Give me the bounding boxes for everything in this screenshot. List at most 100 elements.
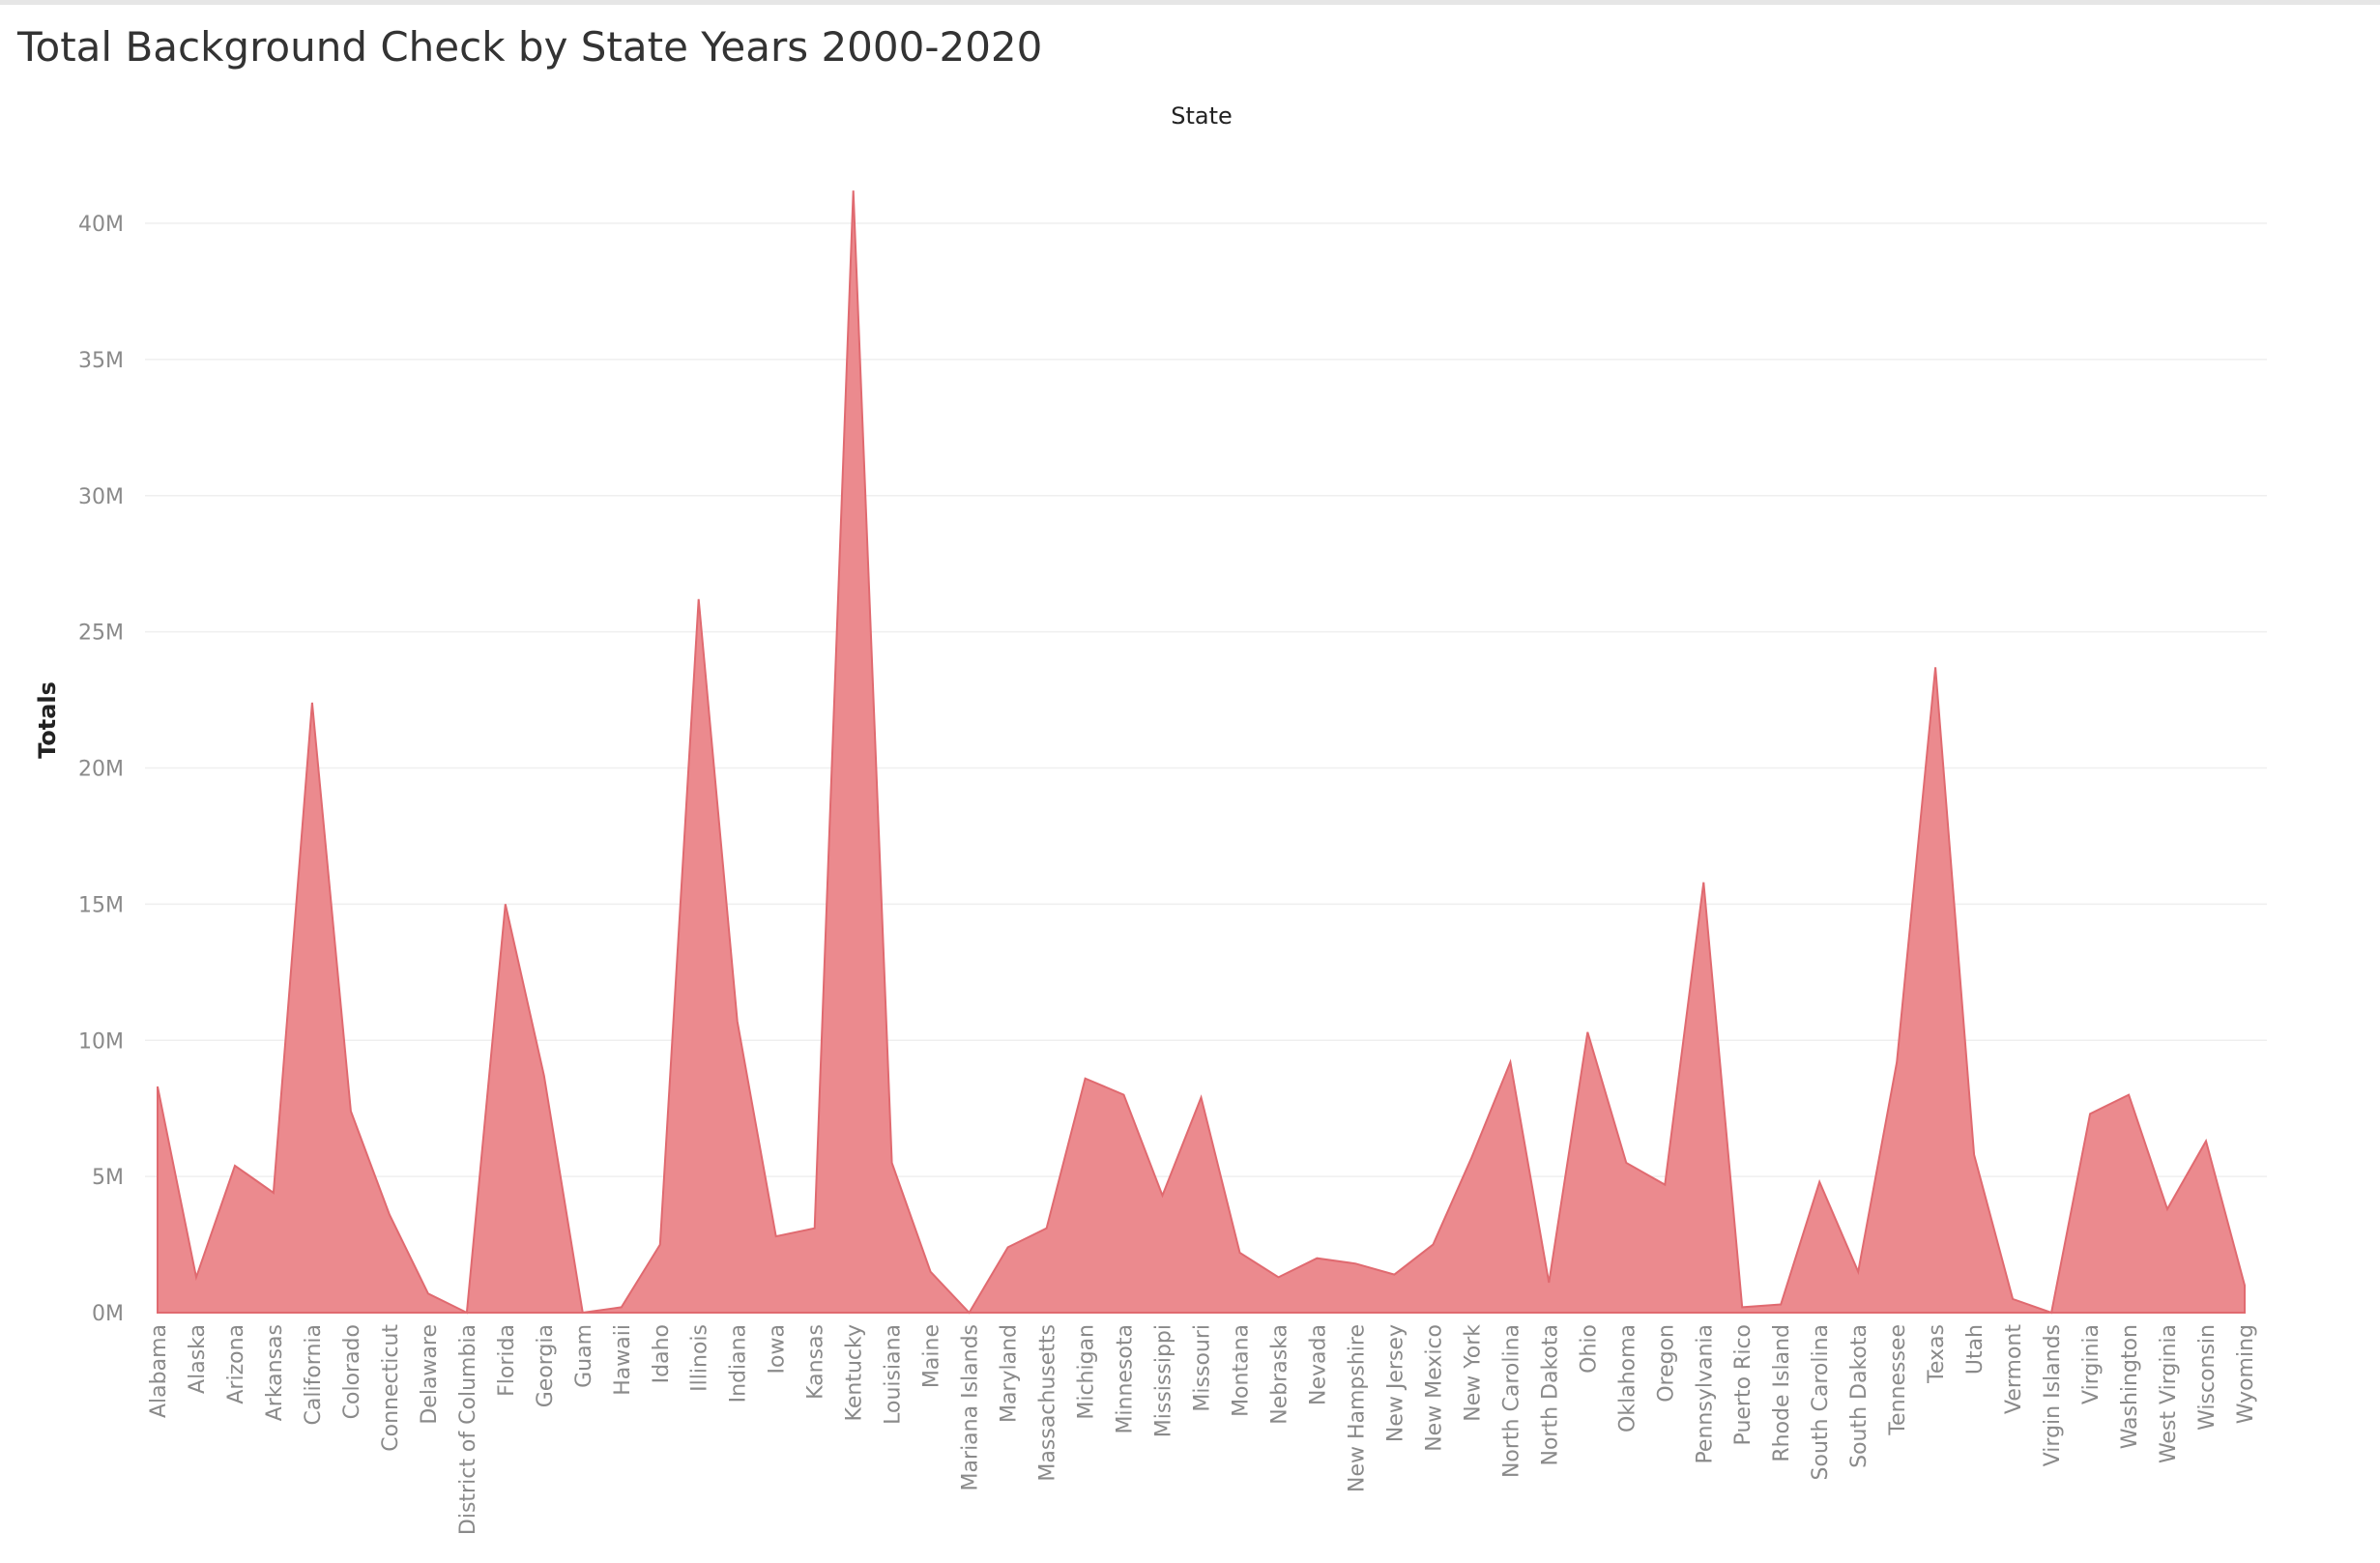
x-tick-label: Massachusetts bbox=[1036, 1324, 1060, 1482]
x-tick-label: Minnesota bbox=[1114, 1324, 1138, 1434]
data-point bbox=[503, 901, 508, 907]
data-point bbox=[928, 1269, 934, 1275]
data-point bbox=[1971, 1152, 1977, 1158]
x-tick-label: Arkansas bbox=[263, 1324, 287, 1421]
data-point bbox=[2203, 1138, 2209, 1143]
x-tick-label: Alabama bbox=[147, 1324, 171, 1418]
data-point bbox=[1391, 1272, 1397, 1278]
x-tick-label: West Virginia bbox=[2157, 1324, 2181, 1463]
y-tick-label: 5M bbox=[92, 1166, 124, 1190]
top-divider bbox=[0, 0, 2380, 5]
x-tick-label: New Jersey bbox=[1383, 1324, 1408, 1442]
x-tick-label: Pennsylvania bbox=[1693, 1324, 1717, 1464]
x-tick-label: Mississippi bbox=[1152, 1324, 1176, 1437]
data-point bbox=[889, 1160, 895, 1166]
data-point bbox=[1894, 1059, 1900, 1065]
data-point bbox=[309, 700, 315, 706]
x-tick-label: Arizona bbox=[224, 1324, 248, 1404]
x-tick-label: Connecticut bbox=[379, 1324, 403, 1452]
x-tick-label: Tennessee bbox=[1886, 1324, 1910, 1436]
data-point bbox=[464, 1310, 470, 1316]
x-tick-label: Colorado bbox=[340, 1324, 364, 1419]
data-point bbox=[1160, 1193, 1166, 1199]
data-point bbox=[1700, 880, 1706, 885]
data-point bbox=[1739, 1304, 1745, 1310]
data-point bbox=[1662, 1182, 1668, 1188]
area-series bbox=[157, 190, 2246, 1315]
x-tick-label: Puerto Rico bbox=[1731, 1324, 1756, 1445]
data-point bbox=[1199, 1094, 1205, 1100]
data-point bbox=[696, 596, 702, 602]
data-point bbox=[580, 1310, 586, 1316]
column-header: State bbox=[1171, 102, 1233, 130]
data-point bbox=[773, 1233, 779, 1239]
data-point bbox=[2010, 1296, 2016, 1302]
x-tick-label: Iowa bbox=[766, 1324, 790, 1374]
y-tick-label: 30M bbox=[78, 485, 124, 509]
chart-title: Total Background Check by State Years 20… bbox=[17, 23, 1043, 71]
x-tick-label: Virginia bbox=[2079, 1324, 2104, 1404]
data-point bbox=[1507, 1059, 1513, 1065]
x-tick-label: Mariana Islands bbox=[959, 1324, 983, 1491]
y-axis-label: Totals bbox=[34, 681, 61, 759]
y-tick-label: 15M bbox=[78, 893, 124, 917]
y-tick-label: 10M bbox=[78, 1029, 124, 1054]
data-point bbox=[387, 1212, 392, 1218]
x-tick-label: Washington bbox=[2118, 1324, 2142, 1449]
data-point bbox=[348, 1109, 354, 1114]
x-tick-label: Utah bbox=[1963, 1324, 1988, 1375]
x-tick-label: Ohio bbox=[1577, 1324, 1601, 1374]
data-point bbox=[1083, 1076, 1088, 1082]
x-tick-label: California bbox=[302, 1324, 326, 1425]
data-point bbox=[2126, 1092, 2132, 1098]
x-tick-label: Delaware bbox=[418, 1324, 442, 1425]
x-tick-label: Idaho bbox=[650, 1324, 674, 1383]
data-point bbox=[657, 1242, 663, 1248]
x-tick-label: Vermont bbox=[2002, 1324, 2026, 1414]
x-tick-label: Alaska bbox=[186, 1324, 210, 1394]
x-tick-label: Illinois bbox=[688, 1324, 712, 1392]
x-tick-label: South Carolina bbox=[1809, 1324, 1833, 1480]
x-tick-label: Oregon bbox=[1654, 1324, 1678, 1403]
x-tick-label: Wyoming bbox=[2234, 1324, 2258, 1424]
data-point bbox=[2164, 1206, 2170, 1212]
series-layer bbox=[157, 190, 2246, 1316]
x-tick-label: Kansas bbox=[804, 1324, 828, 1400]
data-point bbox=[1468, 1154, 1474, 1160]
x-tick-label: New Mexico bbox=[1422, 1324, 1446, 1452]
x-tick-label: New Hampshire bbox=[1345, 1324, 1369, 1492]
x-tick-label: Michigan bbox=[1075, 1324, 1099, 1420]
data-point bbox=[619, 1304, 624, 1310]
data-point bbox=[1778, 1302, 1784, 1308]
y-tick-label: 40M bbox=[78, 213, 124, 237]
data-point bbox=[1314, 1256, 1320, 1261]
x-tick-label: South Dakota bbox=[1847, 1324, 1872, 1468]
data-point bbox=[1816, 1179, 1822, 1185]
x-tick-label: Nebraska bbox=[1268, 1324, 1292, 1425]
data-point bbox=[1236, 1250, 1242, 1256]
x-tick-label: Missouri bbox=[1191, 1324, 1215, 1412]
data-point bbox=[232, 1163, 238, 1169]
x-axis-ticks: Alabama Alaska Arizona Arkansas California Co… bbox=[147, 1324, 2258, 1535]
data-point bbox=[2087, 1111, 2093, 1116]
data-point bbox=[2048, 1310, 2054, 1316]
x-tick-label: Kentucky bbox=[843, 1324, 867, 1421]
data-point bbox=[541, 1073, 547, 1079]
x-tick-label: Virgin Islands bbox=[2041, 1324, 2065, 1466]
x-tick-label: Rhode Island bbox=[1770, 1324, 1794, 1462]
data-point bbox=[1275, 1274, 1281, 1280]
x-tick-label: New York bbox=[1461, 1324, 1485, 1422]
x-tick-label: Indiana bbox=[727, 1324, 751, 1403]
y-tick-label: 35M bbox=[78, 349, 124, 373]
y-tick-label: 0M bbox=[92, 1302, 124, 1326]
data-point bbox=[1546, 1280, 1552, 1286]
data-point bbox=[193, 1274, 199, 1280]
x-tick-label: Guam bbox=[572, 1324, 596, 1388]
x-tick-label: Georgia bbox=[534, 1324, 558, 1407]
x-tick-label: Nevada bbox=[1306, 1324, 1330, 1405]
data-point bbox=[1044, 1226, 1050, 1231]
y-tick-label: 20M bbox=[78, 758, 124, 782]
data-point bbox=[735, 1019, 740, 1025]
x-tick-label: District of Columbia bbox=[456, 1324, 480, 1535]
